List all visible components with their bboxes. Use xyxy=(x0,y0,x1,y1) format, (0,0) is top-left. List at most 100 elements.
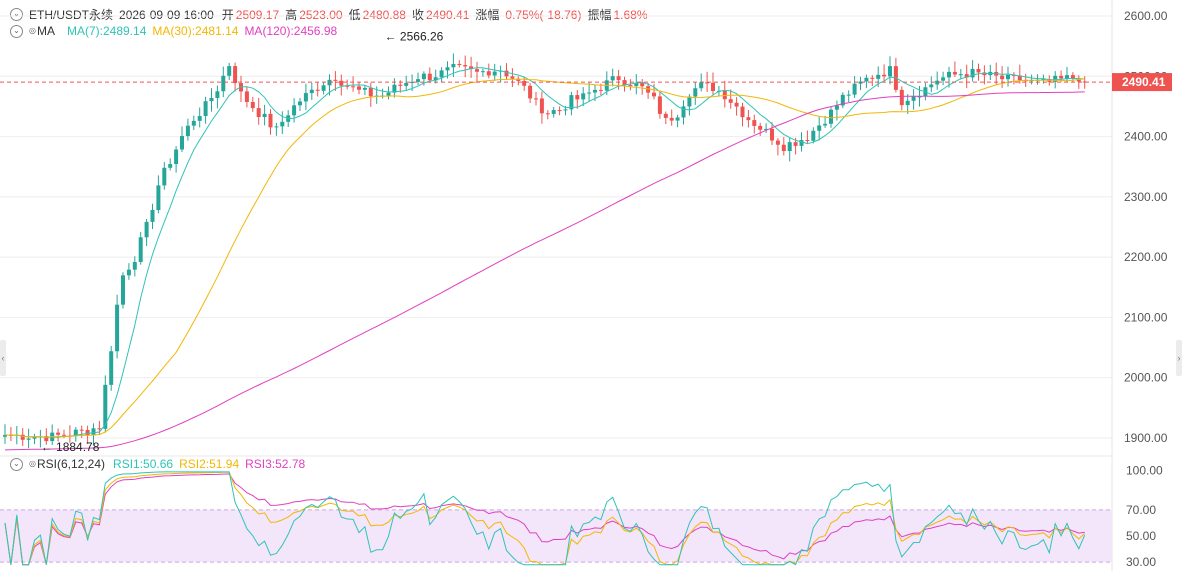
candle-body xyxy=(73,429,78,437)
candle-body xyxy=(1070,75,1075,79)
candle-body xyxy=(752,120,757,126)
candle-body xyxy=(197,116,202,121)
candle-body xyxy=(233,66,238,84)
candle-body xyxy=(746,117,751,121)
candle-body xyxy=(44,436,49,442)
chevron-down-icon[interactable]: ⌄ xyxy=(10,457,23,471)
candle-body xyxy=(917,96,922,98)
chevron-down-icon[interactable]: ⌄ xyxy=(10,8,23,21)
scroll-right-handle[interactable]: › xyxy=(1176,340,1182,376)
candle-body xyxy=(1053,75,1058,82)
candle-body xyxy=(805,140,810,142)
candle-body xyxy=(262,113,267,118)
candle-body xyxy=(292,105,297,116)
candle-body xyxy=(191,120,196,126)
close-label: 收 xyxy=(411,8,424,22)
y-tick-label: 2000.00 xyxy=(1124,371,1168,385)
candle-body xyxy=(79,429,84,431)
candle-body xyxy=(551,110,556,114)
candle-body xyxy=(109,351,114,385)
y-tick-label: 2200.00 xyxy=(1124,250,1168,264)
candle-body xyxy=(150,210,155,222)
candle-body xyxy=(675,117,680,121)
candle-body xyxy=(598,89,603,91)
candle-body xyxy=(781,144,786,152)
candle-body xyxy=(728,99,733,103)
ma7-value: MA(7):2489.14 xyxy=(66,24,147,38)
candle-body xyxy=(457,63,462,66)
candle-body xyxy=(681,106,686,118)
min-price-label: ← 1884.78 xyxy=(41,440,100,454)
candle-body xyxy=(174,149,179,165)
high-label: 高 xyxy=(285,8,298,22)
candle-body xyxy=(345,85,350,87)
candle-body xyxy=(593,89,597,93)
high-value: 2523.00 xyxy=(299,7,343,22)
candle-body xyxy=(699,82,704,89)
candle-body xyxy=(840,94,845,106)
candle-body xyxy=(899,89,904,106)
candle-body xyxy=(587,92,592,94)
candle-body xyxy=(1006,74,1010,80)
candle-body xyxy=(905,100,910,106)
candle-body xyxy=(640,83,645,87)
candle-body xyxy=(811,130,816,141)
candle-body xyxy=(858,81,863,84)
candle-body xyxy=(121,275,125,305)
candle-body xyxy=(504,70,509,77)
candle-body xyxy=(569,95,574,110)
candle-body xyxy=(876,74,881,79)
candle-body xyxy=(20,434,25,440)
candle-body xyxy=(445,67,450,71)
candle-body xyxy=(669,117,674,121)
candle-body xyxy=(303,93,308,102)
eye-icon[interactable]: ◎ xyxy=(29,25,36,35)
candles-group xyxy=(3,53,1087,449)
candle-body xyxy=(333,79,338,81)
candle-body xyxy=(941,77,946,81)
eye-icon[interactable]: ◎ xyxy=(29,458,36,468)
ma7-line xyxy=(4,67,1085,439)
candle-body xyxy=(126,269,131,276)
candle-body xyxy=(1000,75,1005,80)
candle-body xyxy=(958,74,963,76)
candle-body xyxy=(357,86,361,90)
candle-body xyxy=(144,221,149,238)
chevron-down-icon[interactable]: ⌄ xyxy=(10,24,23,38)
y-tick-label: 2300.00 xyxy=(1124,190,1168,204)
y-tick-label: 2100.00 xyxy=(1124,310,1168,324)
rsi-label: RSI(6,12,24) xyxy=(36,457,106,471)
rsi2-value: RSI2:51.94 xyxy=(179,457,240,471)
candle-body xyxy=(740,106,745,118)
candle-body xyxy=(516,78,521,81)
rsi-tick-label: 100.00 xyxy=(1126,464,1163,478)
candle-body xyxy=(168,164,173,168)
candle-body xyxy=(829,109,833,124)
candle-body xyxy=(705,82,710,84)
candle-body xyxy=(522,80,527,86)
candle-body xyxy=(56,432,61,435)
ma30-value: MA(30):2481.14 xyxy=(152,24,239,38)
y-tick-label: 2600.00 xyxy=(1124,9,1168,23)
candle-body xyxy=(339,80,344,86)
candle-body xyxy=(138,237,143,263)
candle-body xyxy=(256,108,261,118)
candle-body xyxy=(711,82,715,91)
candle-body xyxy=(280,121,285,127)
rsi3-line xyxy=(4,473,1085,566)
candle-body xyxy=(351,86,356,88)
candle-body xyxy=(215,91,220,98)
candle-body xyxy=(132,262,137,270)
candle-body xyxy=(929,84,934,88)
candle-body xyxy=(115,304,120,352)
ma-legend: ⌄ ◎ MA MA(7):2489.14 MA(30):2481.14 MA(1… xyxy=(10,24,343,38)
ma120-value: MA(120):2456.98 xyxy=(244,24,338,38)
last-price-tag xyxy=(1112,73,1172,92)
candle-body xyxy=(770,128,774,141)
candle-body xyxy=(392,84,397,93)
scroll-left-handle[interactable]: ‹ xyxy=(0,340,6,376)
candle-body xyxy=(480,71,485,73)
candle-body xyxy=(657,96,662,114)
candle-body xyxy=(834,105,839,110)
